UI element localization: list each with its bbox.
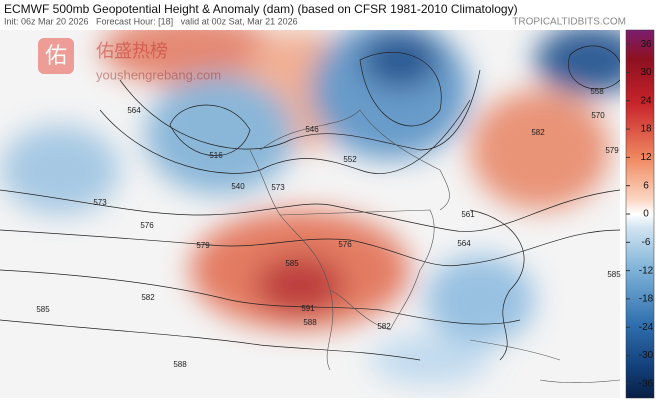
contour-label: 564	[457, 239, 471, 248]
contour-label: 564	[127, 106, 141, 115]
anomaly-field	[0, 30, 620, 385]
colorbar-tick-label: -30	[639, 350, 654, 361]
colorbar-tick-label: -18	[639, 294, 654, 305]
contour-label: 585	[285, 259, 299, 268]
contour-label: 579	[196, 241, 210, 250]
contour-label: 588	[173, 360, 187, 369]
colorbar-tick-label: 18	[640, 124, 652, 135]
colorbar-tick-label: 36	[640, 39, 652, 50]
colorbar-tick-label: 30	[640, 67, 652, 78]
contour-label: 558	[590, 87, 604, 96]
watermark-name: 佑盛热榜	[96, 41, 168, 61]
contour-label: 516	[209, 151, 223, 160]
title: ECMWF 500mb Geopotential Height & Anomal…	[4, 2, 518, 16]
colorbar-tick-label: -6	[642, 237, 651, 248]
contour-label: 588	[303, 318, 317, 327]
watermark-url: youshengrebang.com	[96, 67, 221, 82]
contour-label: 585	[607, 270, 621, 279]
contour-label: 582	[377, 322, 391, 331]
source: TROPICALTIDBITS.COM	[512, 17, 626, 28]
contour-label: 570	[591, 111, 605, 120]
colorbar-ticks: 36 30 24 18 12 6 0 -6 -12 -18 -24 -30 -36	[626, 39, 654, 389]
contour-label: 582	[141, 293, 155, 302]
contour-label: 576	[140, 221, 154, 230]
contour-label: 585	[36, 305, 50, 314]
watermark: 佑 佑盛热榜 youshengrebang.com	[38, 38, 221, 82]
colorbar-tick-label: -24	[639, 322, 654, 333]
contour-labels: 564 573 576 579 582 585 588 591 540 516 558 570 579 5…	[36, 87, 621, 369]
colorbar-tick-label: 6	[643, 180, 649, 191]
contour-label: 573	[271, 183, 285, 192]
coastlines	[249, 109, 620, 384]
subtitle: Init: 06z Mar 20 2026 Forecast Hour: [18…	[4, 16, 298, 26]
contour-label: 546	[305, 125, 319, 134]
contour-label: 591	[301, 304, 315, 313]
colorbar-tick-label: -36	[639, 378, 654, 389]
contour-label: 540	[231, 182, 245, 191]
colorbar-tick-label: 24	[640, 95, 652, 106]
watermark-logo-box	[38, 38, 74, 74]
colorbar-tick-label: -12	[639, 265, 654, 276]
contour-label: 573	[93, 198, 107, 207]
colorbar-tick-label: 12	[640, 152, 652, 163]
contours	[0, 45, 620, 361]
colorbar	[625, 29, 655, 399]
contour-label: 582	[531, 128, 545, 137]
contour-label: 561	[461, 210, 475, 219]
contour-label: 576	[338, 240, 352, 249]
contour-label: 579	[605, 146, 619, 155]
colorbar-tick-label: 0	[643, 209, 649, 220]
watermark-logo: 佑	[45, 43, 67, 68]
map	[0, 30, 620, 398]
contour-label: 552	[343, 155, 357, 164]
